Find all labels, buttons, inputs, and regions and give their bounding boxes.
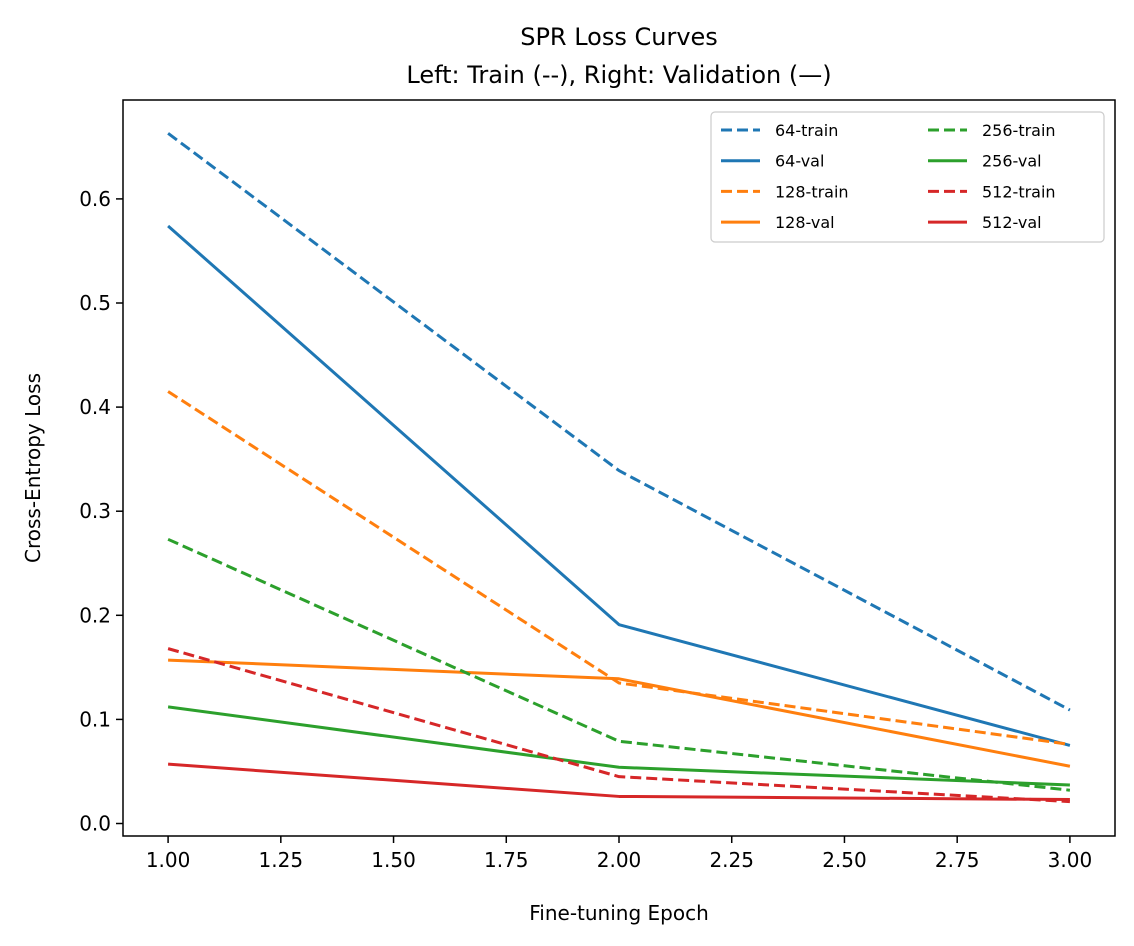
legend-label-128-train: 128-train [775,182,849,201]
legend-label-512-val: 512-val [982,213,1042,232]
x-tick-label: 2.50 [822,848,867,872]
legend-label-64-val: 64-val [775,152,824,171]
y-tick-label: 0.3 [79,499,111,523]
x-tick-label: 1.75 [484,848,529,872]
chart-subtitle: Left: Train (--), Right: Validation (—) [406,61,831,89]
x-axis-ticks: 1.00 1.25 1.50 1.75 2.00 2.25 2.50 2.75 3.00 [146,836,1092,872]
series-line-128-train [167,390,1071,746]
legend-label-256-val: 256-val [982,152,1042,171]
y-axis-ticks: 0.0 0.1 0.2 0.3 0.4 0.5 0.6 [79,187,123,836]
x-tick-label: 1.25 [259,848,304,872]
series-line-128-val [168,658,1071,768]
legend-label-256-train: 256-train [982,121,1056,140]
series-layer [167,132,1071,804]
legend-label-64-train: 64-train [775,121,838,140]
x-tick-label: 1.00 [146,848,191,872]
legend-entries: 64-train 64-val 128-train 128-val 256-train 2… [721,121,1056,232]
y-tick-label: 0.4 [79,395,111,419]
x-tick-label: 2.75 [935,848,980,872]
x-tick-label: 2.25 [709,848,754,872]
y-tick-label: 0.2 [79,603,111,627]
legend-box [710,111,1105,243]
series-line-512-val [167,762,1070,802]
series-line-256-val [167,705,1070,787]
y-tick-label: 0.0 [79,812,111,836]
x-axis-label: Fine-tuning Epoch [529,901,709,925]
series-line-64-val [167,224,1071,747]
legend: 64-train 64-val 128-train 128-val 256-train 2… [710,111,1105,243]
legend-label-128-val: 128-val [775,213,835,232]
legend-label-512-train: 512-train [982,182,1056,201]
x-tick-label: 3.00 [1048,848,1093,872]
series-line-512-train [167,647,1070,804]
y-axis-label: Cross-Entropy Loss [21,373,45,563]
chart-title: SPR Loss Curves [520,23,718,51]
y-tick-label: 0.1 [79,707,111,731]
series-line-256-train [167,537,1071,792]
x-tick-label: 1.50 [371,848,416,872]
x-tick-label: 2.00 [597,848,642,872]
y-tick-label: 0.5 [79,291,111,315]
series-line-64-train [167,132,1071,712]
y-tick-label: 0.6 [79,187,111,211]
